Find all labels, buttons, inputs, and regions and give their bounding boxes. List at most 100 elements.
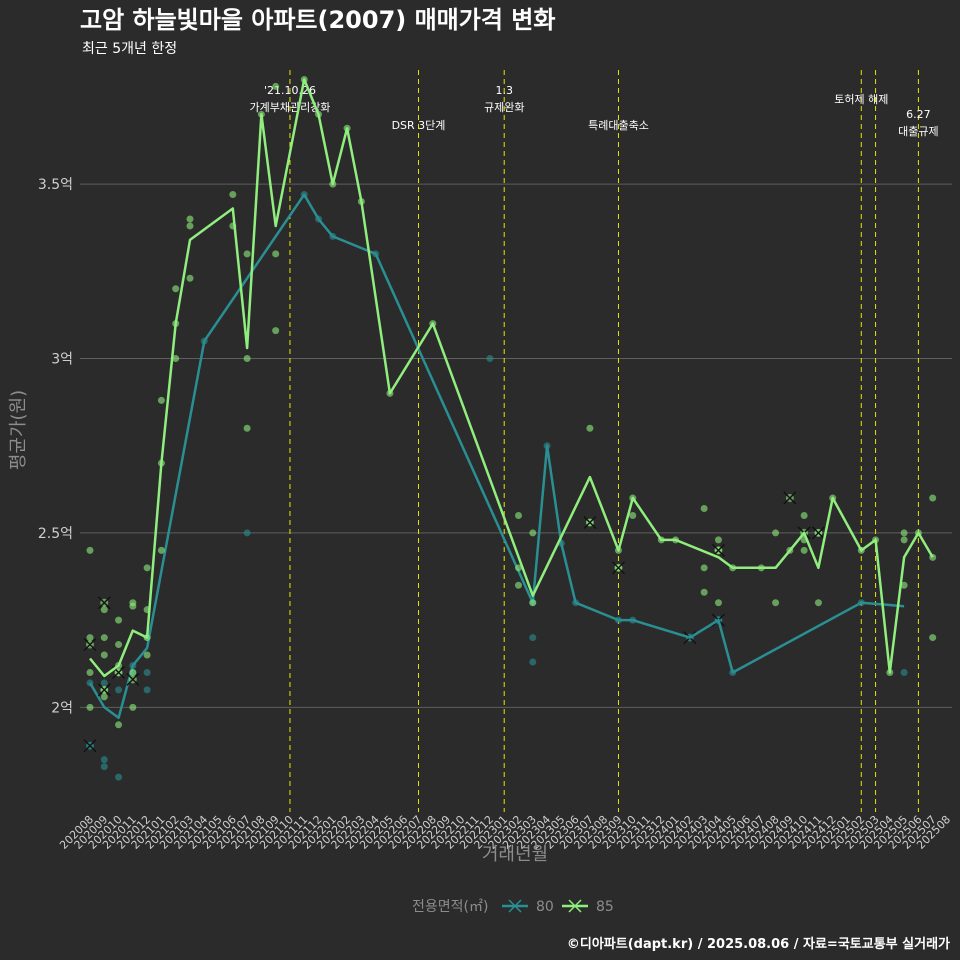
data-point bbox=[143, 668, 151, 676]
data-point bbox=[800, 511, 808, 519]
series-layer bbox=[83, 75, 937, 781]
y-axis-ticks: 2억 2.5억 3억 3.5억 bbox=[38, 177, 73, 716]
y-tick-label: 2억 bbox=[51, 700, 73, 716]
data-point bbox=[700, 588, 708, 596]
chart-title: 고암 하늘빛마을 아파트(2007) 매매가격 변화 bbox=[80, 6, 555, 34]
data-point bbox=[900, 668, 908, 676]
data-point bbox=[115, 616, 123, 624]
data-point bbox=[115, 641, 123, 649]
series-line bbox=[89, 78, 934, 678]
data-point bbox=[86, 703, 94, 711]
data-point bbox=[514, 564, 522, 572]
data-point bbox=[714, 536, 722, 544]
data-point bbox=[115, 721, 123, 729]
y-tick-label: 3억 bbox=[51, 352, 73, 368]
cross-marker bbox=[583, 515, 597, 529]
data-point bbox=[100, 651, 108, 659]
event-label: 가계부채관리강화 bbox=[249, 101, 330, 114]
data-point bbox=[900, 581, 908, 589]
data-point bbox=[157, 396, 165, 404]
data-point bbox=[529, 634, 537, 642]
cross-marker bbox=[97, 596, 111, 610]
data-point bbox=[243, 424, 251, 432]
legend-key-cross bbox=[568, 899, 582, 913]
data-point bbox=[143, 686, 151, 694]
data-point bbox=[86, 634, 94, 642]
grid-lines bbox=[80, 183, 952, 708]
data-point bbox=[800, 546, 808, 554]
legend-key-cross bbox=[508, 899, 522, 913]
data-point bbox=[129, 703, 137, 711]
data-point bbox=[100, 756, 108, 764]
data-point bbox=[814, 599, 822, 607]
y-tick-label: 3.5억 bbox=[38, 177, 73, 193]
data-point bbox=[243, 529, 251, 537]
event-label: 대출규제 bbox=[898, 125, 938, 138]
data-point bbox=[186, 222, 194, 230]
data-point bbox=[514, 581, 522, 589]
chart-subtitle: 최근 5개년 한정 bbox=[82, 41, 177, 57]
data-point bbox=[186, 274, 194, 282]
data-point bbox=[700, 564, 708, 572]
data-point bbox=[243, 250, 251, 258]
data-point bbox=[100, 606, 108, 614]
legend-label: 80 bbox=[536, 899, 554, 915]
source-caption: ©디아파트(dapt.kr) / 2025.08.06 / 자료=국토교통부 실… bbox=[567, 936, 950, 952]
event-label: DSR 3단계 bbox=[392, 119, 446, 132]
data-point bbox=[229, 191, 237, 199]
x-axis-title: 거래년월 bbox=[482, 844, 548, 865]
data-point bbox=[172, 285, 180, 293]
event-label: 특례대출축소 bbox=[588, 119, 649, 132]
event-label: 토허제 해제 bbox=[834, 92, 888, 106]
legend-item-80: 80 bbox=[502, 899, 554, 915]
cross-marker bbox=[126, 672, 140, 686]
event-label: 1.3 bbox=[495, 84, 513, 97]
data-point bbox=[586, 424, 594, 432]
data-point bbox=[714, 599, 722, 607]
cross-marker bbox=[811, 526, 825, 540]
legend-label: 85 bbox=[596, 899, 614, 915]
series-line bbox=[88, 193, 905, 720]
data-point bbox=[172, 355, 180, 363]
y-tick-label: 2.5억 bbox=[38, 526, 73, 542]
legend-item-85: 85 bbox=[562, 899, 614, 915]
data-point bbox=[272, 82, 280, 90]
data-point bbox=[129, 668, 137, 676]
data-point bbox=[86, 668, 94, 676]
data-point bbox=[772, 529, 780, 537]
data-point bbox=[514, 511, 522, 519]
cross-marker bbox=[97, 683, 111, 697]
data-point bbox=[529, 658, 537, 666]
data-point bbox=[900, 536, 908, 544]
data-point bbox=[772, 599, 780, 607]
data-point bbox=[272, 327, 280, 335]
legend-title: 전용면적(㎡) bbox=[412, 899, 488, 915]
data-point bbox=[157, 546, 165, 554]
data-point bbox=[129, 602, 137, 610]
data-point bbox=[100, 679, 108, 687]
data-point bbox=[929, 494, 937, 502]
data-point bbox=[929, 634, 937, 642]
series-80 bbox=[83, 191, 908, 781]
cross-marker bbox=[611, 561, 625, 575]
data-point bbox=[529, 529, 537, 537]
data-point bbox=[700, 505, 708, 513]
data-point bbox=[272, 250, 280, 258]
event-label: 6.27 bbox=[906, 108, 931, 121]
data-point bbox=[529, 599, 537, 607]
legend: 전용면적(㎡) 80 85 bbox=[412, 899, 614, 915]
data-point bbox=[243, 355, 251, 363]
data-point bbox=[143, 564, 151, 572]
x-axis-ticks: 2020082020092020102020112020122021012021… bbox=[57, 813, 953, 852]
data-point bbox=[86, 546, 94, 554]
data-point bbox=[629, 511, 637, 519]
data-point bbox=[100, 693, 108, 701]
data-point bbox=[486, 355, 494, 363]
cross-marker bbox=[783, 491, 797, 505]
cross-marker bbox=[83, 638, 97, 652]
data-point bbox=[100, 763, 108, 771]
event-label: 규제완화 bbox=[484, 101, 524, 114]
data-point bbox=[900, 529, 908, 537]
